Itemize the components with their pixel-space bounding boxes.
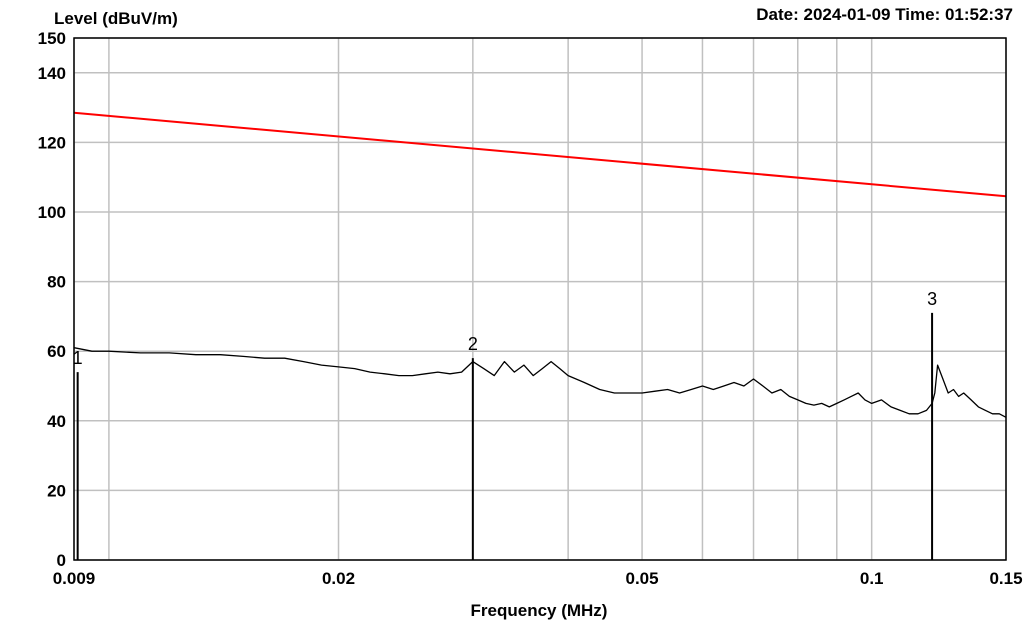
x-tick-label: 0.1 bbox=[860, 569, 884, 588]
y-tick-label: 150 bbox=[38, 29, 66, 48]
x-tick-label: 0.02 bbox=[322, 569, 355, 588]
x-axis-title: Frequency (MHz) bbox=[471, 601, 608, 620]
marker-label: 3 bbox=[927, 289, 937, 309]
x-tick-label: 0.05 bbox=[626, 569, 659, 588]
series-group bbox=[73, 111, 1007, 418]
marker-label: 2 bbox=[468, 334, 478, 354]
marker-label: 1 bbox=[73, 348, 83, 368]
y-tick-label: 20 bbox=[47, 481, 66, 500]
y-tick-label: 60 bbox=[47, 342, 66, 361]
grid bbox=[73, 37, 1007, 561]
x-tick-label: 0.15 bbox=[989, 569, 1022, 588]
y-tick-label: 0 bbox=[57, 551, 66, 570]
limit-line bbox=[73, 111, 1007, 198]
y-tick-label: 120 bbox=[38, 133, 66, 152]
y-tick-label: 140 bbox=[38, 64, 66, 83]
tick-labels: 0 20 40 60 80 100 120 140 150 0.009 0.02 0.05 0.1 0.1… bbox=[38, 29, 1023, 588]
plot-frame bbox=[73, 37, 1007, 561]
date-time-label: Date: 2024-01-09 Time: 01:52:37 bbox=[756, 5, 1013, 24]
y-tick-label: 40 bbox=[47, 412, 66, 431]
measurement-trace bbox=[73, 347, 1007, 418]
x-tick-label: 0.009 bbox=[53, 569, 96, 588]
y-tick-label: 100 bbox=[38, 203, 66, 222]
y-tick-label: 80 bbox=[47, 273, 66, 292]
markers-group: 1 2 3 bbox=[73, 289, 937, 560]
y-axis-title: Level (dBuV/m) bbox=[54, 9, 178, 28]
